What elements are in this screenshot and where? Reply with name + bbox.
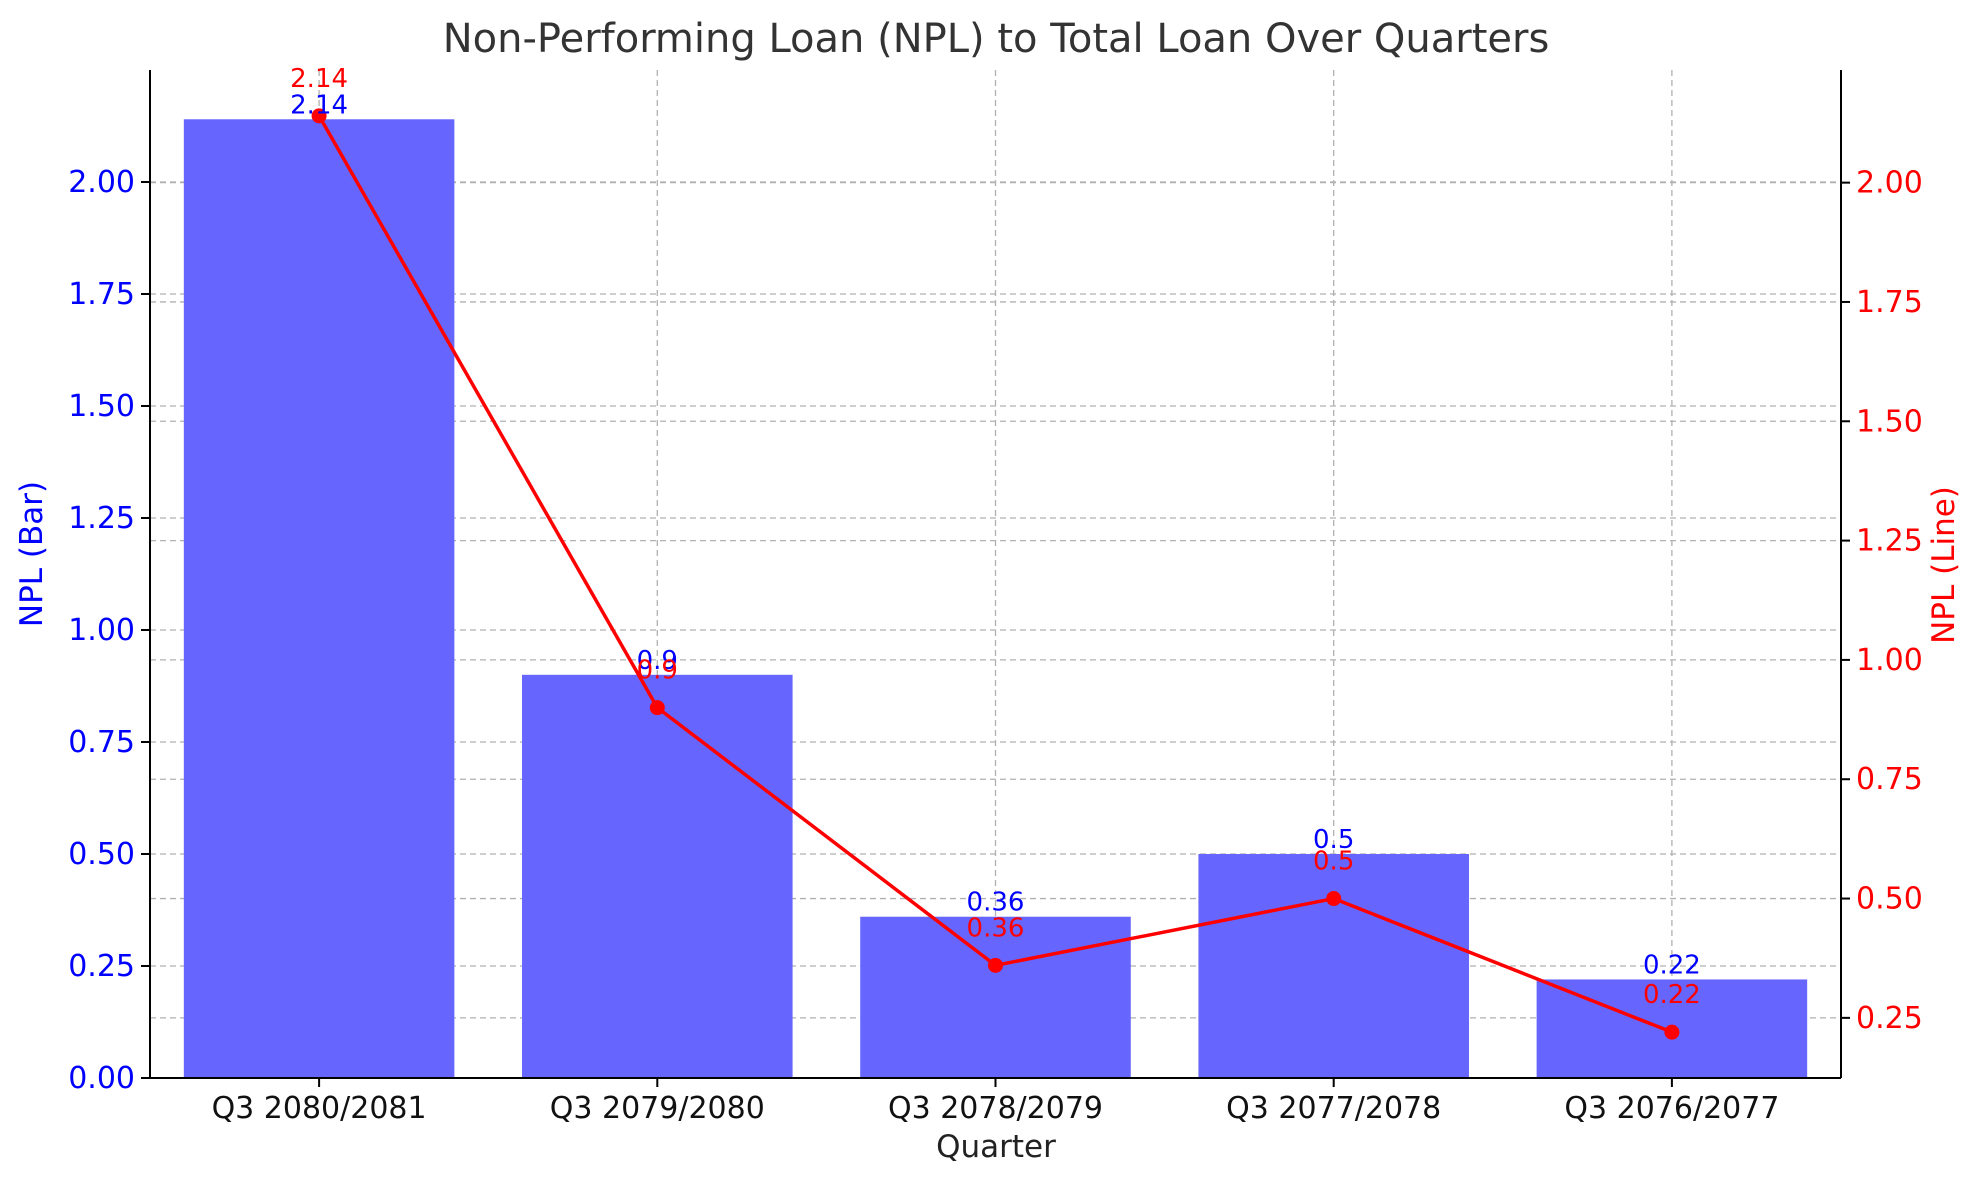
right-tick-label: 1.00 <box>1856 643 1923 678</box>
bars <box>183 119 1808 1078</box>
right-tick-label: 2.00 <box>1856 166 1923 201</box>
left-tick-label: 1.75 <box>68 277 135 312</box>
left-tick-label: 1.25 <box>68 501 135 536</box>
right-tick-label: 1.25 <box>1856 524 1923 559</box>
x-tick-label: Q3 2077/2078 <box>1226 1091 1441 1126</box>
x-tick-label: Q3 2076/2077 <box>1564 1091 1779 1126</box>
left-tick-label: 0.00 <box>68 1061 135 1096</box>
line-point <box>988 957 1003 973</box>
axes: 0.00 0.25 0.50 0.75 1.00 1.25 1.50 1.75 2.00 0.25… <box>68 70 1923 1126</box>
line-value-label: 0.5 <box>1313 847 1354 877</box>
bar-value-label: 0.9 <box>637 646 678 676</box>
x-tick-label: Q3 2078/2079 <box>888 1091 1103 1126</box>
line-point <box>1326 891 1342 907</box>
line-series <box>311 108 1680 1040</box>
chart-title: Non-Performing Loan (NPL) to Total Loan … <box>443 16 1550 62</box>
line-value-label: 0.9 <box>637 656 678 686</box>
right-tick-label: 0.50 <box>1856 882 1923 917</box>
bar-value-label: 0.22 <box>1643 950 1701 980</box>
left-axis-title: NPL (Bar) <box>14 481 50 627</box>
bar-value-label: 0.5 <box>1313 825 1354 855</box>
right-tick-label: 1.50 <box>1856 404 1923 439</box>
line-point <box>1664 1024 1680 1040</box>
left-tick-label: 1.00 <box>68 613 135 648</box>
x-tick-label: Q3 2079/2080 <box>550 1091 765 1126</box>
bar-value-label: 2.14 <box>290 90 348 120</box>
right-axis-title: NPL (Line) <box>1926 486 1962 644</box>
bar <box>860 916 1131 1078</box>
line-point <box>649 700 665 716</box>
right-tick-label: 0.75 <box>1856 762 1923 797</box>
left-tick-label: 0.75 <box>68 725 135 760</box>
x-axis-title: Quarter <box>936 1129 1056 1165</box>
bar <box>183 119 455 1078</box>
bar <box>522 674 793 1078</box>
left-tick-label: 0.25 <box>68 949 135 984</box>
left-tick-label: 0.50 <box>68 837 135 872</box>
bar <box>1198 854 1469 1078</box>
right-tick-label: 0.25 <box>1856 1001 1923 1036</box>
left-tick-label: 1.50 <box>68 389 135 424</box>
right-tick-label: 1.75 <box>1856 285 1923 320</box>
line-value-label: 0.36 <box>967 913 1025 943</box>
x-tick-label: Q3 2080/2081 <box>212 1091 427 1126</box>
line-point <box>311 108 327 124</box>
data-labels: 2.14 0.9 0.36 0.5 0.22 2.14 0.9 0.36 0.5 0.22 <box>290 64 1701 1010</box>
bar-value-label: 0.36 <box>967 888 1025 918</box>
line-value-label: 2.14 <box>290 64 348 94</box>
left-tick-label: 2.00 <box>68 165 135 200</box>
line-value-label: 0.22 <box>1643 980 1701 1010</box>
